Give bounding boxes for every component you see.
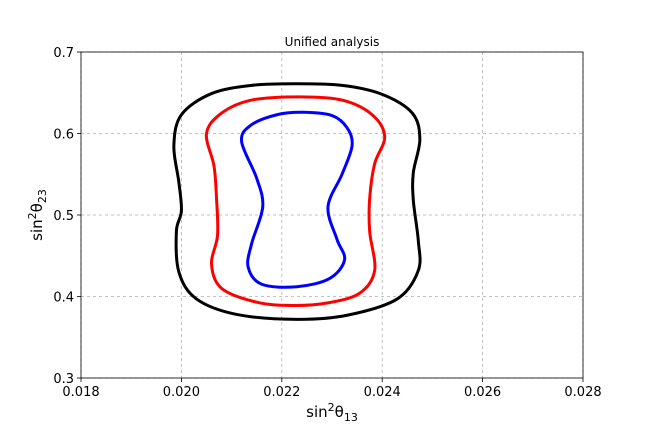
y-axis-label-base: sin xyxy=(28,219,46,241)
grid xyxy=(80,51,584,379)
x-tick-label: 0.026 xyxy=(464,385,501,400)
x-axis-label-greek: θ xyxy=(335,403,344,421)
y-tick-label: 0.5 xyxy=(53,209,74,224)
chart-title: Unified analysis xyxy=(285,35,380,49)
y-axis-label: sin2θ23 xyxy=(26,189,49,241)
x-tick-label: 0.024 xyxy=(364,385,401,400)
x-axis-label-base: sin xyxy=(306,403,328,421)
x-tick-label: 0.022 xyxy=(263,385,300,400)
y-axis-label-sub: 23 xyxy=(36,189,49,203)
axis-ticks: 0.018 0.020 0.022 0.024 0.026 0.028 0.3 0.4 0.5 0… xyxy=(53,46,601,400)
x-tick-label: 0.020 xyxy=(163,385,200,400)
x-tick-label: 0.028 xyxy=(564,385,601,400)
y-axis-label-greek: θ xyxy=(28,203,46,212)
y-tick-label: 0.6 xyxy=(53,128,74,143)
contour-middle-red xyxy=(204,95,387,307)
y-tick-label: 0.7 xyxy=(53,46,74,61)
y-axis-label-sup: 2 xyxy=(26,212,39,219)
contour-inner-blue xyxy=(240,110,354,289)
contour-outer-black xyxy=(172,82,422,321)
y-axis-label-group: sin2θ23 xyxy=(26,189,49,241)
x-axis-label-sup: 2 xyxy=(328,401,335,414)
y-tick-label: 0.4 xyxy=(53,291,74,306)
x-axis-label: sin2θ13 xyxy=(306,401,358,424)
contour-series xyxy=(172,82,422,321)
x-axis-label-sub: 13 xyxy=(344,411,358,424)
y-tick-label: 0.3 xyxy=(53,372,74,387)
x-tick-label: 0.018 xyxy=(62,385,99,400)
